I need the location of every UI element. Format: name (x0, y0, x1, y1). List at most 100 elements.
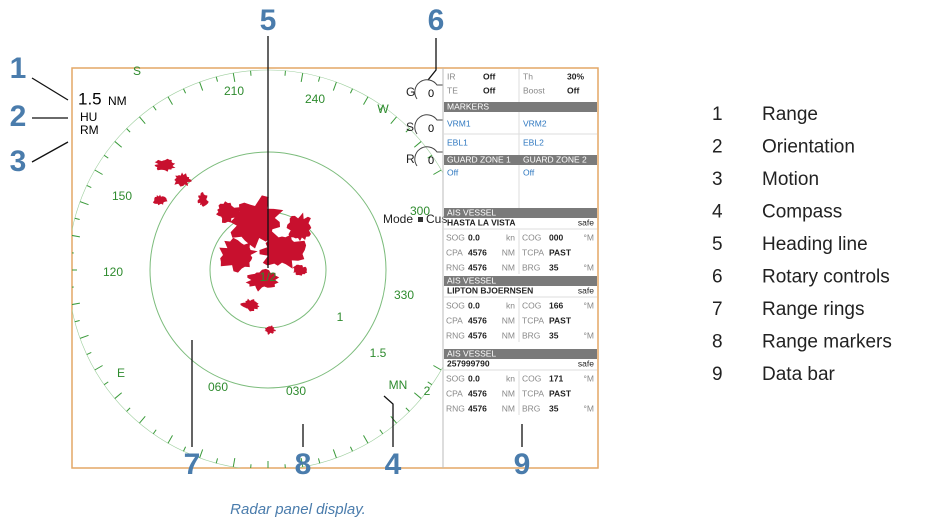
field-value: PAST (549, 388, 572, 398)
field-value: 35 (549, 262, 559, 272)
callout-number: 3 (10, 145, 27, 178)
control-label: R (406, 152, 415, 166)
legend-number: 9 (712, 364, 723, 385)
field-unit: °M (584, 373, 594, 383)
section-title: AIS VESSEL (447, 275, 496, 285)
field-unit: NM (502, 403, 515, 413)
callout-number: 7 (184, 448, 201, 481)
bearing-label: S (133, 64, 141, 78)
bearing-label: 330 (394, 288, 414, 302)
legend-number: 7 (712, 299, 723, 320)
setting-value: 30% (567, 71, 584, 81)
marker-item: EBL2 (523, 137, 544, 147)
bearing-label: 060 (208, 380, 228, 394)
legend-label: Motion (762, 169, 819, 190)
field-unit: kn (506, 300, 515, 310)
callout-number: 2 (10, 100, 27, 133)
legend-number: 8 (712, 332, 723, 353)
field-label: CPA (446, 315, 463, 325)
range-marker: 2 (424, 384, 431, 398)
section-title: AIS VESSEL (447, 348, 496, 358)
section-title: GUARD ZONE 1 (447, 154, 511, 164)
vessel-status: safe (578, 358, 594, 368)
guard-value: Off (523, 167, 535, 177)
legend-label: Rotary controls (762, 267, 890, 288)
field-unit: NM (502, 330, 515, 340)
legend-label: Range rings (762, 299, 864, 320)
field-value: 4576 (468, 315, 487, 325)
field-label: SOG (446, 300, 465, 310)
field-label: BRG (522, 262, 540, 272)
marker-item: EBL1 (447, 137, 468, 147)
setting-label: IR (447, 71, 456, 81)
caption: Radar panel display. (230, 501, 366, 518)
field-value: 35 (549, 403, 559, 413)
bearing-label: 030 (286, 384, 306, 398)
vessel-name: 257999790 (447, 358, 490, 368)
marker-item: VRM1 (447, 118, 471, 128)
section-title: AIS VESSEL (447, 207, 496, 217)
bearing-label: 120 (103, 265, 123, 279)
figure: Radar panel display. 1.5NMHURM2102401503… (0, 0, 945, 523)
legend-number: 5 (712, 234, 723, 255)
range-marker: 1/2 (260, 270, 277, 284)
section-title: MARKERS (447, 101, 489, 111)
legend-number: 1 (712, 104, 723, 125)
field-value: 4576 (468, 262, 487, 272)
field-value: 4576 (468, 403, 487, 413)
callout-number: 9 (514, 448, 531, 481)
setting-label: TE (447, 85, 458, 95)
field-value: 0.0 (468, 373, 480, 383)
field-label: SOG (446, 232, 465, 242)
callout-number: 1 (10, 52, 27, 85)
field-label: RNG (446, 262, 465, 272)
field-value: 0.0 (468, 300, 480, 310)
legend-label: Compass (762, 202, 842, 223)
legend-label: Range markers (762, 332, 892, 353)
range-marker: 1.5 (370, 346, 387, 360)
field-value: 171 (549, 373, 563, 383)
field-label: CPA (446, 247, 463, 257)
mode-icon (418, 217, 423, 222)
compass-mode: MN (389, 378, 408, 392)
field-label: SOG (446, 373, 465, 383)
field-value: PAST (549, 247, 572, 257)
setting-label: Boost (523, 85, 545, 95)
field-label: CPA (446, 388, 463, 398)
legend-label: Heading line (762, 234, 868, 255)
bearing-label: E (117, 366, 125, 380)
field-unit: NM (502, 315, 515, 325)
field-label: TCPA (522, 247, 544, 257)
legend-number: 6 (712, 267, 723, 288)
field-value: 0.0 (468, 232, 480, 242)
control-value: 0 (428, 88, 434, 100)
range-marker: 1 (337, 310, 344, 324)
bearing-label: 150 (112, 189, 132, 203)
field-label: TCPA (522, 315, 544, 325)
legend-number: 3 (712, 169, 723, 190)
field-label: BRG (522, 330, 540, 340)
control-value: 0 (428, 123, 434, 135)
callout-number: 8 (295, 448, 312, 481)
marker-item: VRM2 (523, 118, 547, 128)
setting-value: Off (567, 85, 579, 95)
field-unit: °M (584, 232, 594, 242)
mode-label: Mode (383, 212, 413, 226)
orientation: HU (80, 110, 97, 124)
section-title: GUARD ZONE 2 (523, 154, 587, 164)
field-value: 166 (549, 300, 563, 310)
field-value: 35 (549, 330, 559, 340)
callout-number: 4 (385, 448, 402, 481)
field-unit: °M (584, 403, 594, 413)
field-unit: °M (584, 300, 594, 310)
field-value: 4576 (468, 388, 487, 398)
field-unit: kn (506, 373, 515, 383)
field-unit: NM (502, 247, 515, 257)
vessel-status: safe (578, 285, 594, 295)
field-unit: NM (502, 388, 515, 398)
legend-label: Orientation (762, 137, 855, 158)
control-label: S (406, 120, 414, 134)
field-label: BRG (522, 403, 540, 413)
control-label: G (406, 85, 415, 99)
range-value: 1.5 (78, 89, 102, 108)
